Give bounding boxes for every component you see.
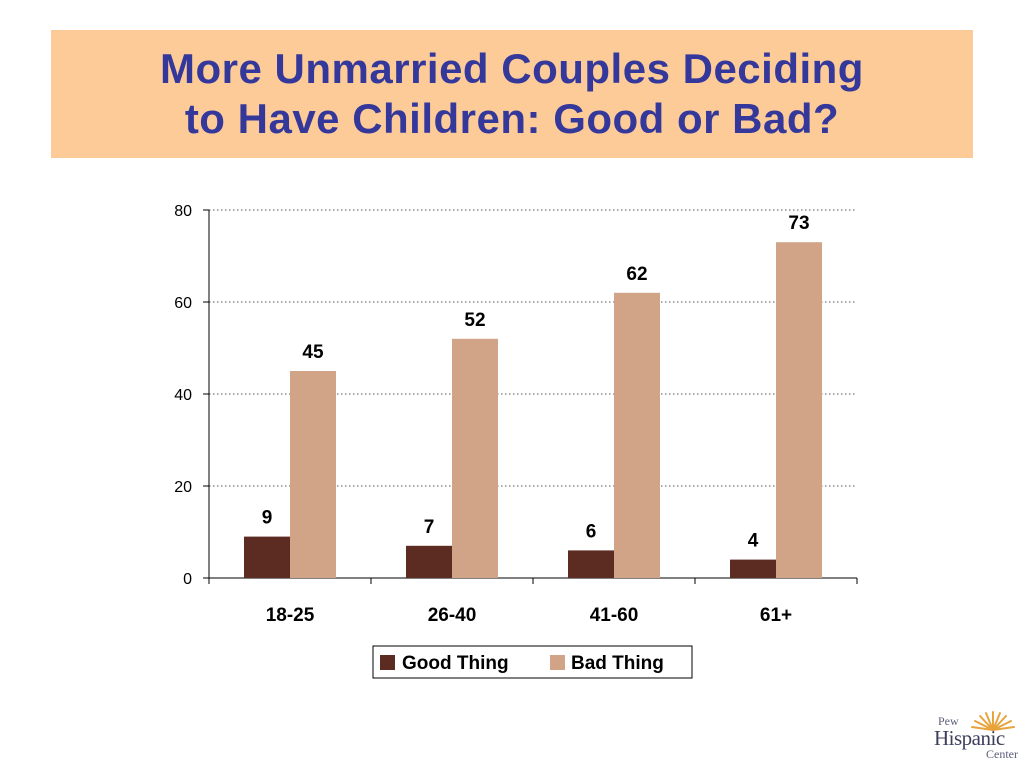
logo-hispanic-text: Hispanic — [934, 726, 1005, 750]
bar-good-thing — [730, 559, 776, 578]
legend-swatch — [550, 655, 565, 670]
data-label: 4 — [748, 531, 759, 552]
y-tick-label: 0 — [183, 571, 192, 588]
bar-bad-thing — [290, 371, 336, 578]
y-tick-label: 20 — [174, 479, 192, 496]
data-label: 73 — [788, 213, 809, 234]
logo-pew-text: Pew — [938, 714, 959, 728]
x-tick-label: 18-25 — [266, 605, 315, 626]
x-tick-label: 61+ — [760, 605, 792, 626]
legend-label: Bad Thing — [571, 653, 664, 674]
slide-title-line-1: More Unmarried Couples Deciding — [160, 45, 864, 92]
bar-bad-thing — [452, 338, 498, 578]
data-label: 7 — [424, 517, 435, 538]
data-label: 45 — [302, 342, 324, 363]
bar-good-thing — [244, 536, 290, 578]
sun-rays-icon — [971, 711, 1015, 731]
data-label: 52 — [464, 310, 485, 331]
slide-title-line-2: to Have Children: Good or Bad? — [184, 95, 840, 142]
x-tick-label: 26-40 — [428, 605, 477, 626]
bar-bad-thing — [776, 242, 822, 578]
data-label: 9 — [262, 508, 273, 529]
pew-hispanic-center-logo: Pew Hispanic Center — [928, 706, 1020, 764]
logo-center-text: Center — [986, 747, 1018, 761]
bar-good-thing — [568, 550, 614, 578]
y-tick-label: 40 — [174, 387, 192, 404]
title-banner: More Unmarried Couples Deciding to Have … — [51, 30, 973, 158]
bar-bad-thing — [614, 292, 660, 578]
legend-label: Good Thing — [402, 653, 509, 674]
bar-good-thing — [406, 545, 452, 578]
legend-box — [372, 645, 693, 679]
data-label: 62 — [626, 264, 647, 285]
data-label: 6 — [586, 521, 597, 542]
y-tick-label: 80 — [174, 203, 192, 220]
legend-swatch — [380, 655, 395, 670]
y-tick-label: 60 — [174, 295, 192, 312]
x-tick-label: 41-60 — [590, 605, 639, 626]
